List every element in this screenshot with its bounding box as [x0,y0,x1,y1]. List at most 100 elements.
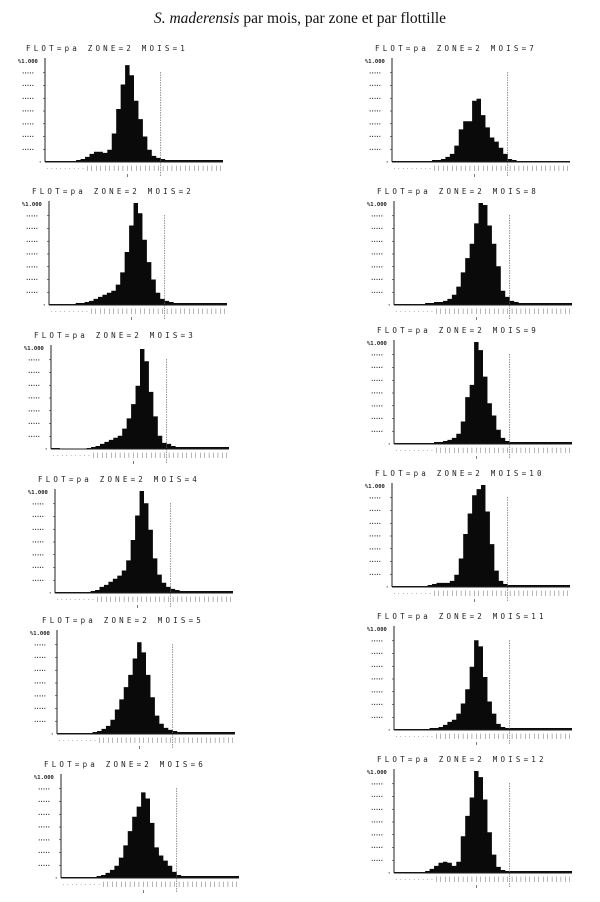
y-tick-label: ••••• [22,134,34,139]
x-tick-label: │ [558,165,561,172]
y-tick-label: ••••• [369,83,381,88]
x-tick-label: │ [197,165,200,172]
x-tick-label: │ [144,165,147,172]
x-tick-label: │ [111,737,114,744]
histogram-panel-mois-9: FLOT=pa ZONE=2 MOIS=9 %1.000 ••••• ••••• ••… [367,326,600,466]
x-tick-label: · [66,883,69,888]
x-tick-label: │ [169,737,172,744]
x-tick-label: · [426,735,429,740]
y-tick-label: ••••• [22,121,34,126]
x-tick-label: · [426,449,429,454]
y-tick-label: ••••• [371,715,383,720]
x-tick-label: │ [138,737,141,744]
histogram-chart: %1.000••••••••••••••••••••••••••••••••••… [367,769,572,888]
y-tick-label: ••••• [26,239,38,244]
y-tick-label: ••••• [371,378,383,383]
x-tick-label: · [429,592,432,597]
x-tick-label: │ [198,596,201,603]
x-tick-label: │ [529,447,532,454]
x-tick-label: │ [185,596,188,603]
x-tick-label: │ [124,881,127,888]
x-tick-label: │ [188,165,191,172]
x-tick-label: │ [513,165,516,172]
y-tick-label: ••••• [371,277,383,282]
x-tick-label: │ [171,165,174,172]
x-tick-label: │ [120,881,123,888]
x-tick-label: │ [484,733,487,740]
x-tick-label: │ [509,165,512,172]
x-tick-label: │ [564,447,567,454]
y-axis-max-label: %1.000 [34,775,54,781]
x-tick-label: │ [217,452,220,459]
x-tick-label: · [397,167,400,172]
x-tick-label: │ [546,733,549,740]
x-tick-label: │ [493,733,496,740]
x-tick-label: · [424,167,427,172]
y-tick-label: ••••• [22,109,34,114]
x-tick-label: · [89,739,92,744]
x-tick-label: · [402,167,405,172]
x-tick-label: │ [219,308,222,315]
x-tick-label: │ [480,308,483,315]
y-tick-label: ••••• [371,702,383,707]
x-tick-label: │ [527,165,530,172]
x-tick-label: │ [160,737,163,744]
y-tick-label: ••••• [28,434,40,439]
y-tick-label: ••••• [32,540,44,545]
x-tick-label: · [93,883,96,888]
x-tick-label: │ [511,876,514,883]
x-tick-label: · [75,883,78,888]
x-tick-label: │ [222,881,225,888]
y-axis-max-label: %1.000 [30,631,50,637]
x-tick-label: │ [495,590,498,597]
x-tick-label: │ [134,737,137,744]
x-tick-label: │ [168,452,171,459]
x-tick-label: │ [558,590,561,597]
x-tick-label: │ [138,881,141,888]
x-tick-label: · [422,878,425,883]
x-tick-label: · [76,739,79,744]
y-zero-label: • [386,585,388,590]
x-tick-label: │ [212,452,215,459]
x-tick-label: │ [542,733,545,740]
x-tick-label: │ [91,165,94,172]
y-tick-label: ••••• [369,70,381,75]
panel-title: FLOT=pa ZONE=2 MOIS=9 [377,326,540,335]
x-tick-label: · [424,592,427,597]
x-tick-label: │ [161,308,164,315]
x-tick-label: │ [486,590,489,597]
x-tick-label: · [50,167,53,172]
x-tick-label: · [78,598,81,603]
x-tick-label: │ [139,308,142,315]
x-tick-label: │ [457,733,460,740]
x-tick-label: │ [524,447,527,454]
x-tick-label: │ [533,447,536,454]
x-tick-label: │ [462,876,465,883]
x-tick-label: │ [546,447,549,454]
x-tick-label: │ [177,452,180,459]
x-tick-label: │ [130,308,133,315]
x-tick-label: │ [108,165,111,172]
x-tick-label: │ [448,733,451,740]
y-tick-label: ••••• [34,719,46,724]
x-tick-label: │ [546,876,549,883]
y-tick-label: ••••• [34,668,46,673]
x-tick-label: │ [464,165,467,172]
x-tick-label: │ [102,881,105,888]
histogram-bars [392,98,570,162]
x-tick-label: │ [522,165,525,172]
x-tick-label: │ [475,447,478,454]
x-tick-label: · [431,735,434,740]
x-tick-label: │ [540,165,543,172]
x-tick-label: │ [480,733,483,740]
x-tick-label: │ [149,596,152,603]
x-tick-label: · [58,739,61,744]
x-tick-label: │ [227,881,230,888]
x-tick-label: │ [169,881,172,888]
x-tick-label: │ [123,452,126,459]
x-tick-label: · [67,739,70,744]
histogram-chart: %1.000••••••••••••••••••••••••••••••••••… [367,201,572,320]
y-zero-label: • [49,591,51,596]
x-tick-label: │ [457,876,460,883]
x-tick-label: │ [460,590,463,597]
